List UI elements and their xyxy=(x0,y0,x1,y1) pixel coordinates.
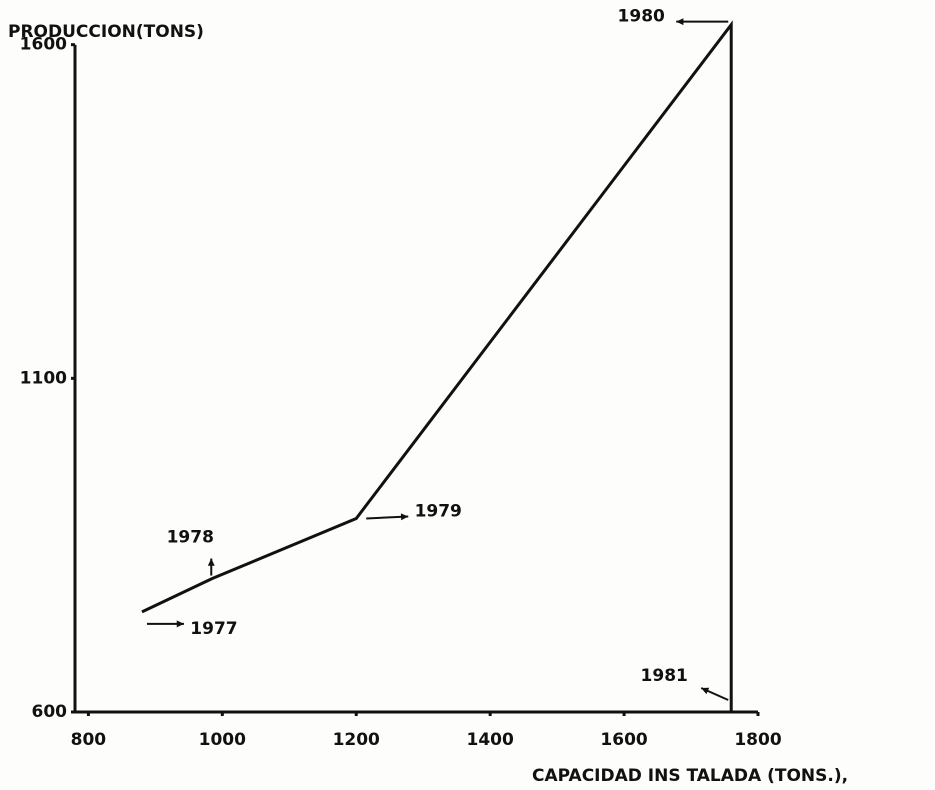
x-tick-label: 1200 xyxy=(333,730,380,750)
point-label: 1977 xyxy=(190,619,237,639)
point-label: 1981 xyxy=(641,666,688,686)
arrow-head xyxy=(701,687,710,695)
x-tick-label: 1600 xyxy=(600,730,647,750)
arrow-head xyxy=(676,18,684,26)
arrow-head xyxy=(176,620,184,628)
point-label: 1978 xyxy=(167,528,214,548)
point-label: 1979 xyxy=(415,501,462,521)
data-line xyxy=(141,20,733,712)
y-tick-label: 1100 xyxy=(20,368,67,388)
x-tick-label: 800 xyxy=(71,730,107,750)
point-label: 1980 xyxy=(618,7,665,27)
y-axis-label: PRODUCCION(TONS) xyxy=(8,22,204,42)
x-tick-label: 1000 xyxy=(199,730,246,750)
y-tick-label: 1600 xyxy=(20,35,67,55)
x-axis-label: CAPACIDAD INS TALADA (TONS.), xyxy=(532,766,848,786)
arrow-head xyxy=(400,513,409,521)
x-tick-label: 1400 xyxy=(466,730,513,750)
y-tick-label: 600 xyxy=(32,702,68,722)
x-tick-label: 1800 xyxy=(734,730,781,750)
arrow-head xyxy=(207,558,215,566)
